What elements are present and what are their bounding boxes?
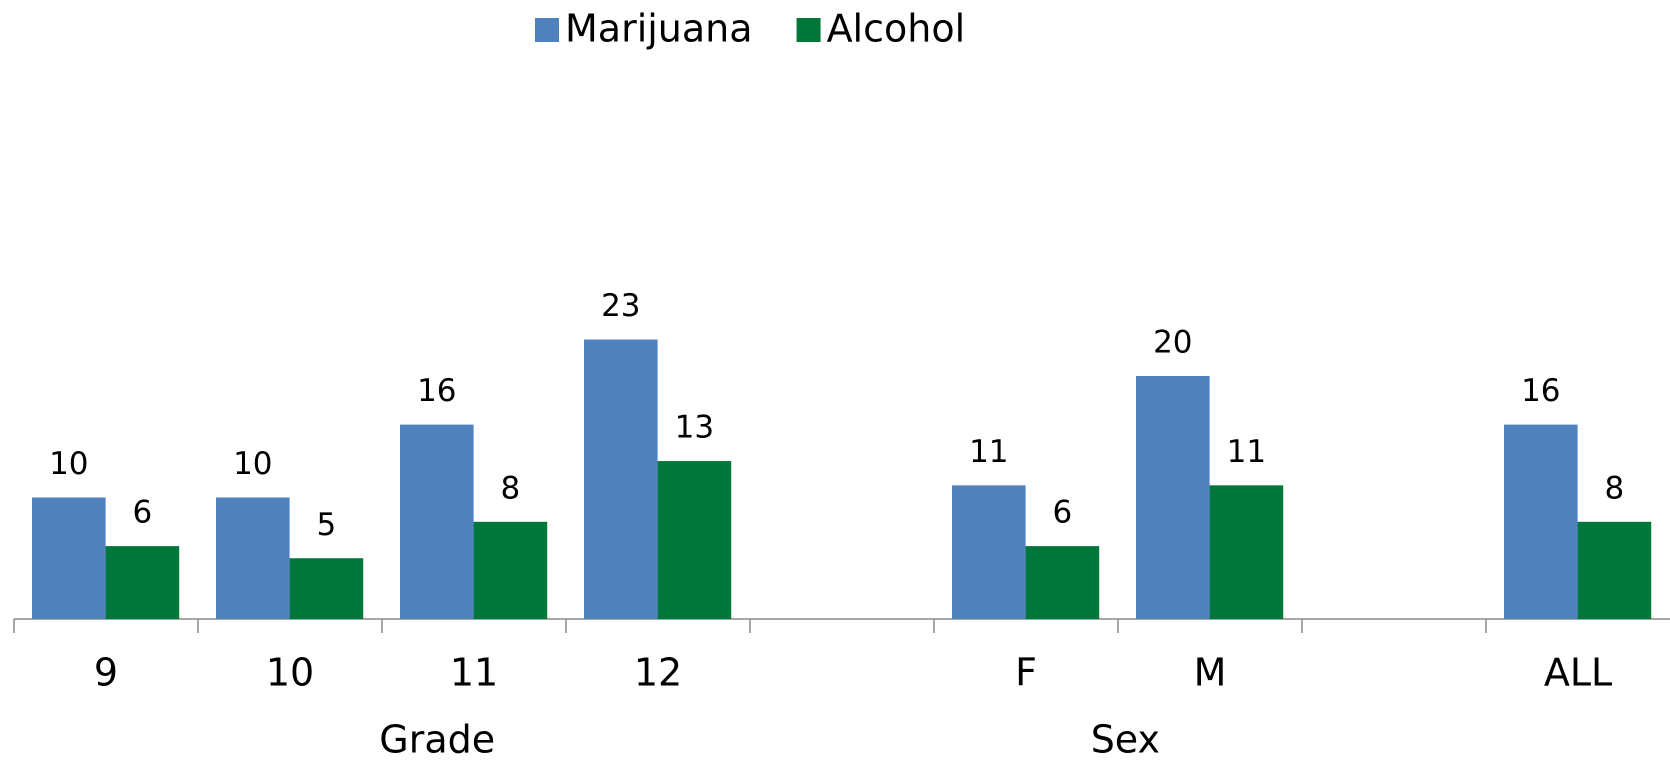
group-label: Sex (1091, 718, 1160, 762)
legend-label: Marijuana (565, 7, 753, 51)
data-label: 8 (1605, 470, 1625, 506)
data-label: 20 (1153, 325, 1192, 361)
bar (1209, 485, 1284, 619)
bar (1136, 376, 1210, 619)
legend-label: Alcohol (827, 7, 966, 51)
data-label: 5 (317, 507, 337, 543)
data-label: 6 (133, 495, 153, 531)
bar (1577, 521, 1652, 619)
data-label: 23 (601, 288, 640, 324)
bar (289, 558, 364, 619)
bar (400, 424, 474, 619)
data-label: 8 (501, 470, 521, 506)
data-label: 6 (1053, 495, 1073, 531)
bar (473, 521, 548, 619)
bar (1025, 546, 1100, 619)
bar (216, 497, 290, 619)
x-tick-label: M (1194, 651, 1227, 695)
bar (657, 461, 732, 619)
bar (32, 497, 106, 619)
legend-swatch (535, 18, 559, 42)
data-label: 11 (1227, 434, 1266, 470)
data-label: 10 (49, 446, 88, 482)
x-tick-label: ALL (1544, 651, 1612, 695)
bar (952, 485, 1026, 619)
x-tick-label: 12 (634, 651, 682, 695)
data-label: 11 (969, 434, 1008, 470)
data-label: 16 (1521, 373, 1560, 409)
x-tick-label: 11 (450, 651, 498, 695)
legend-swatch (796, 18, 821, 42)
group-label: Grade (379, 718, 495, 762)
data-label: 16 (417, 373, 456, 409)
bar (1504, 424, 1578, 619)
data-label: 10 (233, 446, 272, 482)
bar (105, 546, 180, 619)
data-label: 13 (675, 410, 714, 446)
x-tick-label: 10 (266, 651, 314, 695)
x-tick-label: 9 (94, 651, 118, 695)
x-tick-label: F (1015, 651, 1037, 695)
bar (584, 339, 658, 619)
